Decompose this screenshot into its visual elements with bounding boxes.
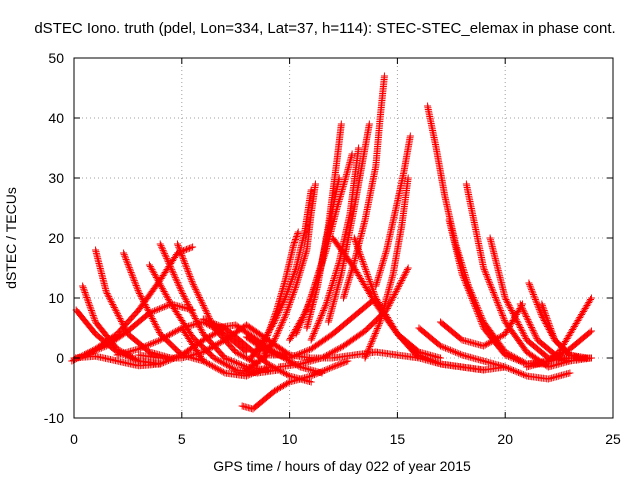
data-series-16 <box>238 357 352 413</box>
data-series-22 <box>275 264 412 371</box>
y-tick-label: 40 <box>48 110 64 126</box>
y-tick-label: -10 <box>44 410 64 426</box>
x-tick-label: 15 <box>390 431 406 447</box>
x-tick-label: 20 <box>497 431 513 447</box>
x-tick-label: 25 <box>605 431 621 447</box>
data-series-39 <box>437 300 526 350</box>
data-series-31 <box>372 132 414 290</box>
x-tick-label: 5 <box>178 431 186 447</box>
data-series-21 <box>242 294 380 362</box>
y-axis-label: dSTEC / TECUs <box>3 187 19 289</box>
data-series-36 <box>462 180 574 371</box>
data-series-38 <box>415 324 574 383</box>
data-series-9 <box>135 321 294 362</box>
data-series-19 <box>255 228 302 356</box>
data-marks <box>68 72 595 413</box>
data-series-32 <box>361 174 412 362</box>
x-axis-label: GPS time / hours of day 022 of year 2015 <box>213 458 471 474</box>
data-series-44 <box>523 327 595 371</box>
y-tick-label: 30 <box>48 170 64 186</box>
data-series-13 <box>178 324 272 380</box>
data-series-5 <box>81 300 197 359</box>
tick-labels: 0 5 10 15 20 25 -10 0 10 20 30 40 50 <box>44 50 621 447</box>
y-tick-label: 20 <box>48 230 64 246</box>
y-tick-label: 0 <box>56 350 64 366</box>
data-series-10 <box>145 261 283 377</box>
y-tick-label: 10 <box>48 290 64 306</box>
x-tick-label: 0 <box>70 431 78 447</box>
axis-ticks <box>73 57 614 419</box>
data-series-26 <box>307 144 363 344</box>
data-series-35 <box>445 216 574 368</box>
data-series-28 <box>340 72 388 302</box>
data-series-25 <box>303 120 345 332</box>
x-tick-label: 10 <box>282 431 298 447</box>
data-series-20 <box>260 180 319 359</box>
y-tick-label: 50 <box>48 50 64 66</box>
data-series-42 <box>538 300 595 362</box>
data-series-33 <box>393 330 509 374</box>
chart-title: dSTEC Iono. truth (pdel, Lon=334, Lat=37… <box>34 20 615 37</box>
